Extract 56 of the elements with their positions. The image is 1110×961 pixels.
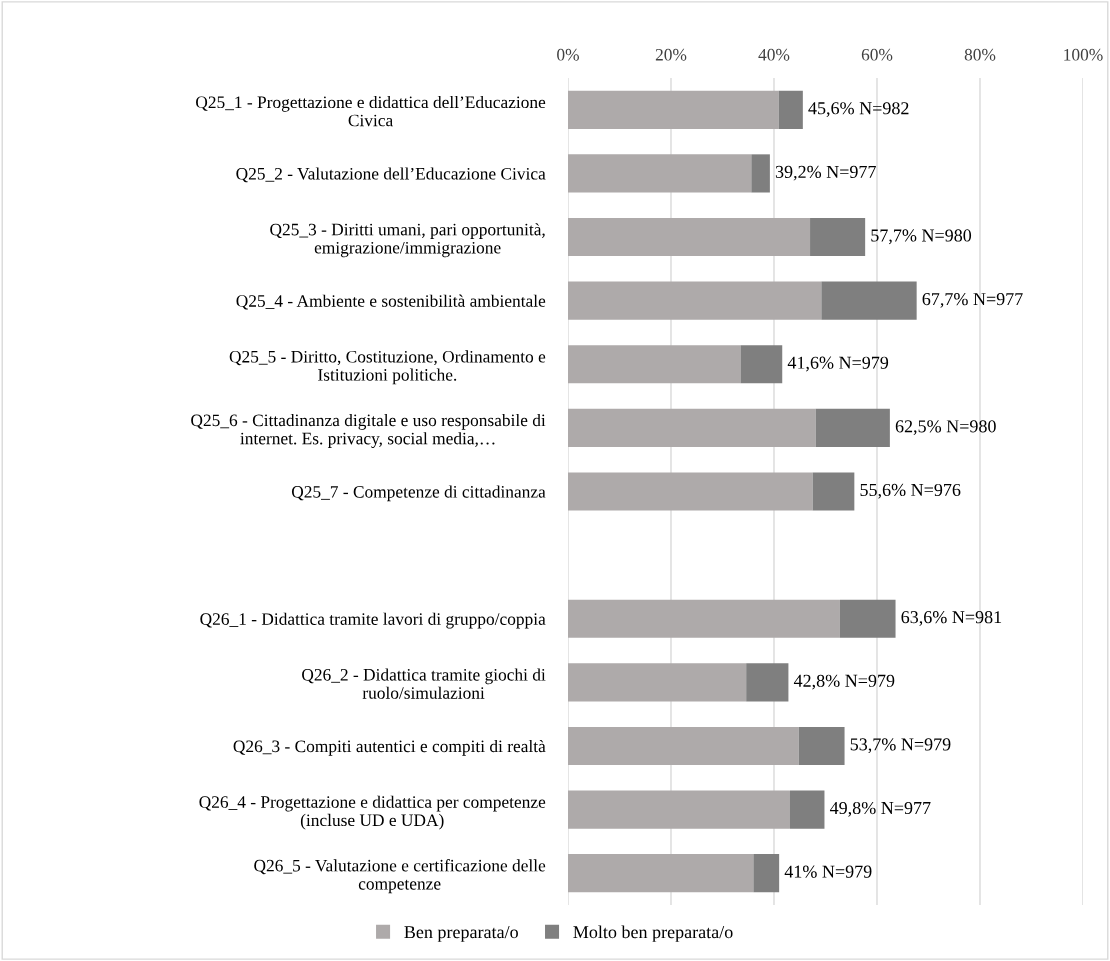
- x-tick-label: 80%: [964, 48, 996, 61]
- bar: [815, 408, 890, 447]
- bar: [568, 281, 822, 320]
- total-label: 67,7% N=977: [922, 292, 1023, 308]
- bar: [568, 408, 816, 447]
- bar: [568, 472, 813, 511]
- x-tick-label: 100%: [1064, 48, 1103, 61]
- y-tick-label: Q25_1 - Progettazione e didattica dell’Educazione Civica: [196, 95, 546, 127]
- bar: [568, 345, 741, 384]
- bar: [753, 854, 780, 893]
- total-label: 49,8% N=977: [829, 801, 931, 817]
- x-tick-label: 40%: [758, 48, 790, 61]
- y-tick-label: Q26_4 - Progettazione e didattica per competenze (incluse UD e UDA): [199, 795, 546, 830]
- y-tick-label: Q26_2 - Didattica tramite giochi di ruolo/simulazioni: [302, 668, 546, 699]
- y-tick-label: Q26_1 - Didattica tramite lavori di gruppo/coppia: [200, 612, 546, 629]
- bar: [746, 663, 789, 702]
- total-label: 42,8% N=979: [793, 674, 895, 690]
- x-tick-label: 0%: [557, 48, 579, 61]
- y-tick-label: Q25_6 - Cittadinanza digitale e uso responsabile di internet. Es. privacy, social media,…: [191, 413, 546, 448]
- bar: [778, 90, 803, 129]
- bar: [740, 345, 783, 384]
- total-label: 55,6% N=976: [860, 483, 961, 499]
- x-tick-label: 20%: [655, 48, 687, 61]
- bar: [568, 154, 752, 193]
- legend-label: Ben preparata/o: [404, 926, 518, 942]
- bar: [568, 217, 811, 257]
- bar: [789, 790, 825, 829]
- y-tick-label: Q25_3 - Diritti umani, pari opportunità, emigrazione/immigrazione: [270, 223, 545, 258]
- y-tick-label: Q25_5 - Diritto, Costituzione, Ordinamento e Istituzioni politiche.: [229, 350, 546, 385]
- bar: [751, 154, 770, 193]
- total-label: 62,5% N=980: [895, 420, 996, 435]
- bar: [812, 472, 855, 511]
- y-tick-label: Q25_4 - Ambiente e sostenibilità ambientale: [236, 294, 546, 310]
- bar: [568, 663, 747, 702]
- bar: [568, 599, 840, 638]
- total-label: 41% N=979: [784, 865, 872, 878]
- y-tick-label: Q26_5 - Valutazione e certificazione delle competenze: [254, 859, 546, 894]
- bar: [839, 599, 896, 638]
- bar: [810, 217, 866, 257]
- bar: [798, 726, 845, 766]
- bar: [821, 281, 917, 320]
- total-label: 41,6% N=979: [787, 356, 889, 372]
- total-label: 57,7% N=980: [871, 229, 972, 245]
- legend-label: Molto ben preparata/o: [573, 925, 733, 942]
- bar: [568, 854, 754, 893]
- total-label: 45,6% N=982: [808, 102, 909, 117]
- total-label: 53,7% N=979: [850, 738, 951, 754]
- x-tick-label: 60%: [861, 48, 893, 61]
- bar: [568, 726, 799, 766]
- total-label: 63,6% N=981: [901, 611, 1002, 626]
- bar: [568, 790, 790, 829]
- total-label: 39,2% N=977: [775, 165, 876, 181]
- y-tick-label: Q25_7 - Competenze di cittadinanza: [291, 485, 546, 502]
- y-tick-label: Q25_2 - Valutazione dell’Educazione Civica: [236, 167, 546, 183]
- bar: [568, 90, 779, 129]
- y-tick-label: Q26_3 - Compiti autentici e compiti di realtà: [233, 739, 546, 756]
